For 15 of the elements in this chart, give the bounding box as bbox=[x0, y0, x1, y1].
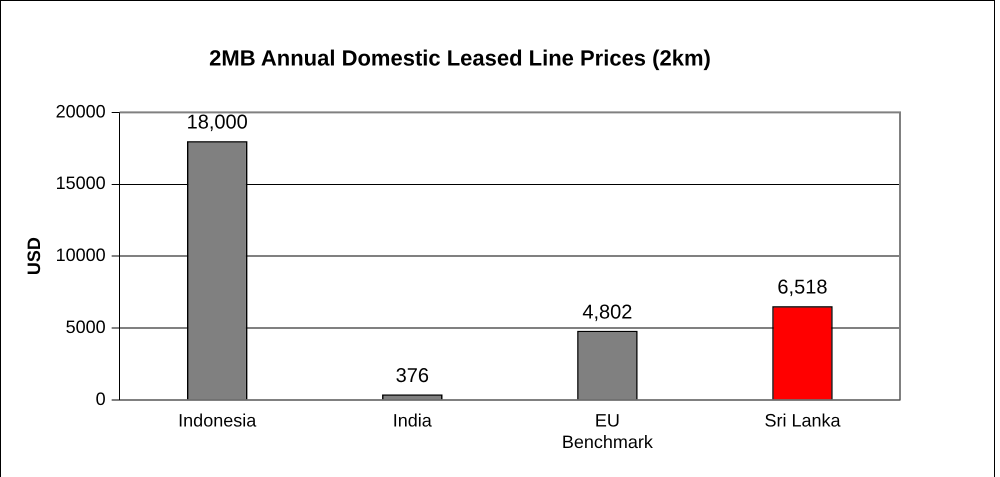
y-tick-label: 0 bbox=[96, 388, 106, 409]
y-tick-label: 20000 bbox=[56, 101, 106, 122]
y-tick-label: 10000 bbox=[56, 245, 106, 266]
x-tick-label: Indonesia bbox=[178, 410, 258, 431]
y-axis-title: USD bbox=[24, 237, 44, 276]
y-tick-label: 5000 bbox=[66, 316, 106, 337]
data-label: 376 bbox=[396, 364, 429, 387]
data-label: 6,518 bbox=[777, 276, 828, 299]
chart-title: 2MB Annual Domestic Leased Line Prices (2km) bbox=[209, 45, 711, 70]
x-tick-label: EU Benchmark bbox=[562, 410, 654, 452]
x-tick-label: India bbox=[392, 410, 433, 431]
x-tick-label: Sri Lanka bbox=[764, 410, 842, 431]
data-label: 4,802 bbox=[582, 301, 632, 324]
data-label: 18,000 bbox=[186, 112, 248, 134]
y-tick-label: 15000 bbox=[56, 173, 106, 194]
